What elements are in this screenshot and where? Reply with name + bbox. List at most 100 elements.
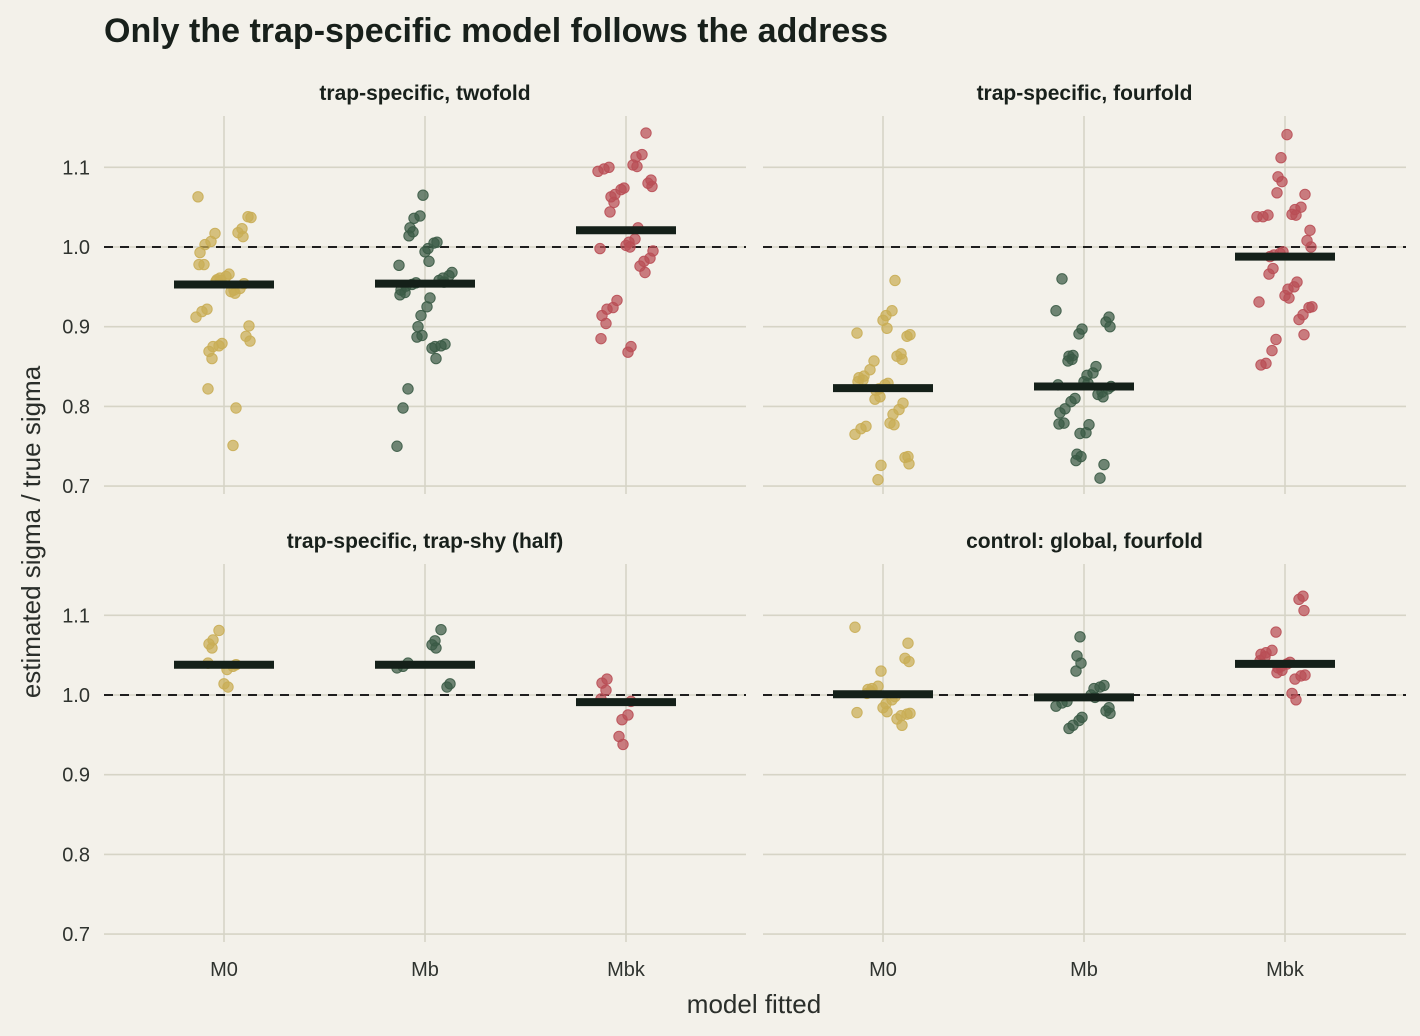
data-point bbox=[435, 623, 447, 636]
facet-panel: trap-specific, twofold 0.7 0.8 0.9 1.0 1.1 bbox=[62, 82, 746, 498]
data-point bbox=[600, 317, 612, 330]
y-tick-label: 0.8 bbox=[62, 396, 90, 418]
y-tick-label: 1.0 bbox=[62, 685, 90, 707]
data-point bbox=[1266, 344, 1278, 357]
data-point bbox=[202, 383, 214, 395]
data-point bbox=[430, 352, 442, 365]
y-tick-label: 0.9 bbox=[62, 765, 90, 787]
x-tick-label: Mb bbox=[1070, 959, 1098, 981]
data-point bbox=[1253, 296, 1265, 308]
facet-panel: control: global, fourfold M0 Mb Mbk bbox=[763, 530, 1406, 981]
data-point bbox=[896, 719, 908, 731]
data-point bbox=[1270, 626, 1282, 638]
data-point bbox=[903, 458, 915, 470]
data-point bbox=[423, 255, 435, 268]
data-point bbox=[875, 459, 887, 472]
data-point bbox=[594, 242, 606, 255]
x-tick-label: Mbk bbox=[1266, 959, 1305, 981]
x-tick-label: Mbk bbox=[607, 959, 646, 981]
data-point bbox=[419, 246, 431, 258]
data-point bbox=[616, 714, 628, 726]
data-point bbox=[1298, 604, 1310, 617]
x-axis-label: model fitted bbox=[687, 989, 821, 1019]
data-point bbox=[851, 327, 863, 339]
data-point bbox=[192, 191, 204, 203]
data-point bbox=[394, 289, 406, 301]
data-point bbox=[849, 621, 861, 633]
data-point bbox=[391, 440, 403, 452]
data-point bbox=[1050, 700, 1062, 712]
data-point bbox=[600, 684, 612, 696]
data-point bbox=[1298, 328, 1310, 341]
data-point bbox=[1276, 175, 1288, 188]
x-tick-label: M0 bbox=[869, 959, 897, 981]
data-point bbox=[875, 665, 887, 677]
data-point bbox=[1075, 657, 1087, 669]
data-point bbox=[1070, 665, 1082, 677]
data-point bbox=[1271, 187, 1283, 199]
data-point bbox=[393, 259, 405, 272]
data-point bbox=[213, 624, 225, 637]
data-point bbox=[206, 352, 218, 365]
data-point bbox=[896, 353, 908, 366]
data-point bbox=[1275, 152, 1287, 164]
data-point bbox=[1104, 707, 1116, 720]
facet-title: trap-specific, twofold bbox=[319, 82, 530, 105]
data-point bbox=[1289, 673, 1301, 685]
data-point bbox=[243, 320, 255, 332]
data-point bbox=[408, 212, 420, 225]
y-tick-label: 1.1 bbox=[62, 157, 90, 179]
facet-panel: trap-specific, trap-shy (half) 0.7 0.8 0.9 1… bbox=[62, 530, 746, 981]
data-point bbox=[426, 342, 438, 354]
data-point bbox=[417, 189, 429, 201]
data-point bbox=[1293, 313, 1305, 326]
data-point bbox=[1290, 209, 1302, 221]
facet-panel: trap-specific, fourfold bbox=[763, 82, 1406, 494]
data-point bbox=[1073, 328, 1085, 340]
data-point bbox=[901, 330, 913, 342]
y-tick-label: 0.7 bbox=[62, 476, 90, 498]
data-point bbox=[229, 287, 241, 299]
data-point bbox=[1305, 241, 1317, 253]
data-point bbox=[441, 681, 453, 693]
data-point bbox=[222, 681, 234, 693]
data-point bbox=[1283, 292, 1295, 304]
data-point bbox=[237, 230, 249, 243]
data-point bbox=[869, 393, 881, 405]
data-point bbox=[1263, 268, 1275, 280]
data-point bbox=[1255, 359, 1267, 371]
data-point bbox=[1299, 188, 1311, 201]
data-point bbox=[411, 331, 423, 343]
y-axis-label: estimated sigma / true sigma bbox=[16, 365, 46, 698]
data-point bbox=[430, 642, 442, 654]
data-point bbox=[193, 258, 205, 271]
data-point bbox=[1074, 427, 1086, 440]
data-point bbox=[421, 301, 433, 313]
data-point bbox=[194, 246, 206, 259]
data-point bbox=[206, 642, 218, 654]
data-point bbox=[1281, 128, 1293, 141]
data-point bbox=[888, 419, 900, 431]
data-point bbox=[1074, 631, 1086, 643]
data-point bbox=[1062, 355, 1074, 367]
data-point bbox=[397, 402, 409, 414]
x-tick-label: M0 bbox=[210, 959, 238, 981]
data-point bbox=[190, 311, 202, 323]
data-point bbox=[595, 332, 607, 345]
data-point bbox=[244, 335, 256, 347]
data-point bbox=[1104, 321, 1116, 333]
data-point bbox=[889, 274, 901, 287]
y-tick-label: 0.8 bbox=[62, 844, 90, 866]
x-tick-label: Mb bbox=[411, 959, 439, 981]
data-point bbox=[1050, 305, 1062, 317]
data-point bbox=[1097, 391, 1109, 403]
data-point bbox=[1054, 407, 1066, 419]
data-point bbox=[1293, 593, 1305, 606]
data-point bbox=[624, 241, 636, 253]
data-point bbox=[1270, 333, 1282, 346]
data-point bbox=[1251, 211, 1263, 223]
data-point bbox=[903, 655, 915, 668]
data-point bbox=[403, 230, 415, 242]
data-point bbox=[849, 428, 861, 440]
